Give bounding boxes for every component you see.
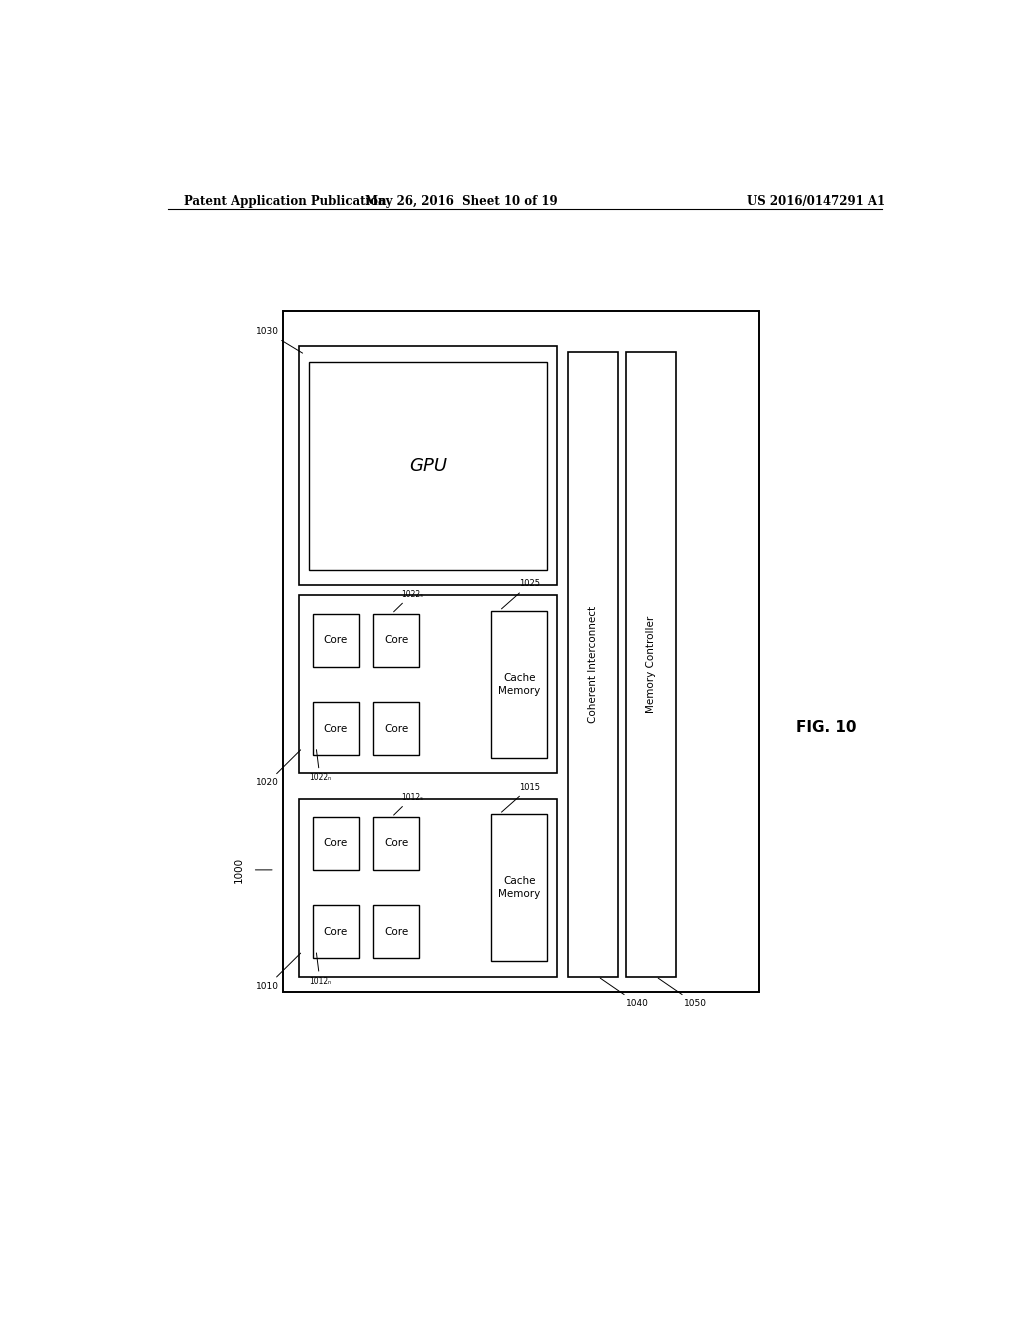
Bar [299, 346, 557, 585]
Bar [313, 614, 359, 667]
Bar [568, 351, 617, 977]
Text: Cache
Memory: Cache Memory [498, 876, 541, 899]
Text: 1022ₙ: 1022ₙ [309, 750, 331, 783]
Text: 1025: 1025 [502, 579, 541, 609]
Bar [313, 817, 359, 870]
Text: Core: Core [384, 723, 409, 734]
Bar [373, 906, 419, 958]
Text: 1050: 1050 [658, 978, 707, 1008]
Bar [492, 814, 547, 961]
Bar [299, 799, 557, 977]
Text: Core: Core [384, 635, 409, 645]
Bar [492, 611, 547, 758]
Bar [627, 351, 676, 977]
Text: 1010: 1010 [256, 953, 301, 991]
Text: 1040: 1040 [600, 978, 648, 1008]
Bar [373, 702, 419, 755]
Text: Memory Controller: Memory Controller [646, 615, 656, 713]
Text: Core: Core [384, 927, 409, 937]
Text: 1012ₙ: 1012ₙ [309, 953, 331, 986]
Bar [373, 614, 419, 667]
Text: Core: Core [324, 927, 348, 937]
Bar [313, 906, 359, 958]
Text: 1022ₛ: 1022ₛ [393, 590, 423, 611]
Text: US 2016/0147291 A1: US 2016/0147291 A1 [748, 194, 885, 207]
Bar [313, 702, 359, 755]
Text: Core: Core [324, 635, 348, 645]
Text: GPU: GPU [409, 457, 447, 475]
Text: 1030: 1030 [256, 327, 303, 354]
Text: 1015: 1015 [502, 783, 541, 812]
Bar [373, 817, 419, 870]
Text: FIG. 10: FIG. 10 [796, 721, 857, 735]
Text: Coherent Interconnect: Coherent Interconnect [588, 606, 598, 722]
Text: 1020: 1020 [256, 750, 301, 788]
Text: Core: Core [324, 723, 348, 734]
Bar [299, 595, 557, 774]
Bar [309, 362, 547, 570]
Text: Cache
Memory: Cache Memory [498, 673, 541, 696]
Text: Core: Core [384, 838, 409, 849]
Text: 1012ₛ: 1012ₛ [393, 793, 423, 814]
Bar [283, 312, 759, 991]
Text: May 26, 2016  Sheet 10 of 19: May 26, 2016 Sheet 10 of 19 [365, 194, 558, 207]
Text: Patent Application Publication: Patent Application Publication [183, 194, 386, 207]
Text: 1000: 1000 [234, 857, 244, 883]
Text: Core: Core [324, 838, 348, 849]
